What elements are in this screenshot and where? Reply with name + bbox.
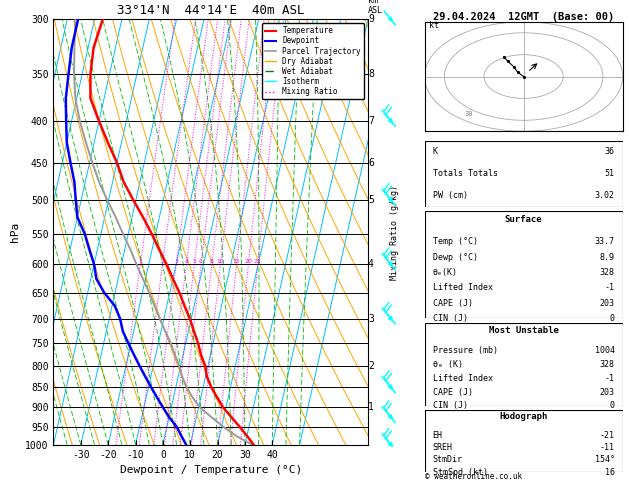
Text: 16: 16 xyxy=(605,468,615,477)
Text: 8: 8 xyxy=(210,259,214,264)
Text: -1: -1 xyxy=(605,374,615,383)
Text: Totals Totals: Totals Totals xyxy=(433,169,498,178)
Text: 4: 4 xyxy=(184,259,188,264)
Text: 9: 9 xyxy=(368,15,374,24)
Text: CIN (J): CIN (J) xyxy=(433,314,467,323)
Text: StmDir: StmDir xyxy=(433,455,462,465)
Text: 33.7: 33.7 xyxy=(595,238,615,246)
Text: 20: 20 xyxy=(245,259,252,264)
Text: θₑ(K): θₑ(K) xyxy=(433,268,457,277)
Text: SREH: SREH xyxy=(433,443,452,452)
Text: 7: 7 xyxy=(368,116,374,126)
Text: Lifted Index: Lifted Index xyxy=(433,283,493,292)
Text: -1: -1 xyxy=(605,283,615,292)
Text: 2: 2 xyxy=(368,361,374,371)
Text: Temp (°C): Temp (°C) xyxy=(433,238,477,246)
Y-axis label: hPa: hPa xyxy=(9,222,19,242)
Text: 6: 6 xyxy=(199,259,203,264)
Text: 51: 51 xyxy=(605,169,615,178)
Text: 6: 6 xyxy=(368,157,374,168)
Text: 328: 328 xyxy=(600,268,615,277)
Text: Hodograph: Hodograph xyxy=(499,412,548,421)
Text: EH: EH xyxy=(433,431,442,439)
Text: -21: -21 xyxy=(600,431,615,439)
Text: K: K xyxy=(433,147,438,156)
X-axis label: Dewpoint / Temperature (°C): Dewpoint / Temperature (°C) xyxy=(120,465,302,475)
Title: 33°14'N  44°14'E  40m ASL: 33°14'N 44°14'E 40m ASL xyxy=(117,4,304,17)
Text: km
ASL: km ASL xyxy=(368,0,383,15)
Text: 5: 5 xyxy=(368,195,374,205)
Text: 1004: 1004 xyxy=(595,346,615,355)
Text: PW (cm): PW (cm) xyxy=(433,191,467,200)
Text: 3: 3 xyxy=(174,259,178,264)
Text: 15: 15 xyxy=(233,259,240,264)
Legend: Temperature, Dewpoint, Parcel Trajectory, Dry Adiabat, Wet Adiabat, Isotherm, Mi: Temperature, Dewpoint, Parcel Trajectory… xyxy=(262,23,364,99)
Text: 1: 1 xyxy=(138,259,142,264)
Text: 2: 2 xyxy=(160,259,165,264)
Text: Most Unstable: Most Unstable xyxy=(489,326,559,334)
Text: 4: 4 xyxy=(368,259,374,269)
Text: θₑ (K): θₑ (K) xyxy=(433,360,462,369)
Text: CAPE (J): CAPE (J) xyxy=(433,298,472,308)
Text: 3: 3 xyxy=(368,313,374,324)
Text: 203: 203 xyxy=(600,387,615,397)
Text: Lifted Index: Lifted Index xyxy=(433,374,493,383)
Text: 0: 0 xyxy=(610,314,615,323)
Text: © weatheronline.co.uk: © weatheronline.co.uk xyxy=(425,472,521,481)
Text: 328: 328 xyxy=(600,360,615,369)
Text: 10: 10 xyxy=(216,259,225,264)
Text: 8.9: 8.9 xyxy=(600,253,615,262)
Text: CAPE (J): CAPE (J) xyxy=(433,387,472,397)
Text: 1: 1 xyxy=(368,402,374,413)
Text: Surface: Surface xyxy=(505,214,542,224)
Text: 36: 36 xyxy=(605,147,615,156)
Text: 29.04.2024  12GMT  (Base: 00): 29.04.2024 12GMT (Base: 00) xyxy=(433,12,615,22)
Text: -11: -11 xyxy=(600,443,615,452)
Text: Dewp (°C): Dewp (°C) xyxy=(433,253,477,262)
Text: 203: 203 xyxy=(600,298,615,308)
Text: Pressure (mb): Pressure (mb) xyxy=(433,346,498,355)
Text: 154°: 154° xyxy=(595,455,615,465)
Text: Mixing Ratio (g/kg): Mixing Ratio (g/kg) xyxy=(390,185,399,279)
Text: 30: 30 xyxy=(464,111,473,117)
Text: kt: kt xyxy=(428,21,438,31)
Text: CIN (J): CIN (J) xyxy=(433,401,467,410)
Text: 5: 5 xyxy=(192,259,196,264)
Text: 25: 25 xyxy=(254,259,262,264)
Text: StmSpd (kt): StmSpd (kt) xyxy=(433,468,487,477)
Text: 8: 8 xyxy=(368,69,374,79)
Text: 0: 0 xyxy=(610,401,615,410)
Text: 3.02: 3.02 xyxy=(595,191,615,200)
